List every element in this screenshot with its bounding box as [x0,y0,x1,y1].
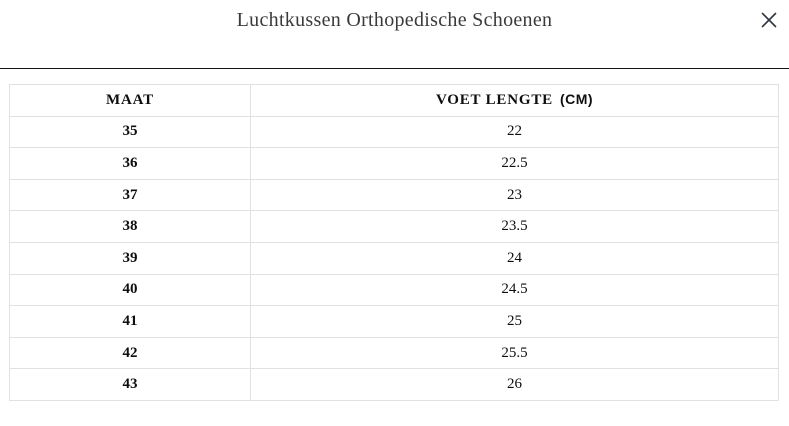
table-row: 41 25 [9,305,779,338]
size-cell: 42 [9,336,251,370]
page-title: Luchtkussen Orthopedische Schoenen [236,9,553,31]
table-row: 38 23.5 [9,210,779,243]
column-header-maat: MAAT [9,84,251,117]
close-icon [761,12,777,28]
size-cell: 41 [9,305,251,338]
table-row: 40 24.5 [9,273,779,307]
modal-header: Luchtkussen Orthopedische Schoenen [0,0,789,69]
size-cell: 36 [9,147,251,180]
close-button[interactable] [757,8,781,32]
length-cell: 23.5 [250,210,779,243]
size-cell: 35 [9,115,251,149]
length-cell: 22.5 [250,147,779,180]
length-cell: 25.5 [250,336,779,370]
length-cell: 26 [250,368,779,401]
length-cell: 22 [250,115,779,149]
maat-header-label: MAAT [106,91,154,108]
voet-lengte-header-label: VOET LENGTE [435,92,553,109]
size-cell: 43 [9,368,251,401]
length-cell: 24 [250,241,779,275]
column-header-voet-lengte: VOET LENGTE (CM) [250,84,779,117]
table-row: 37 23 [9,178,779,212]
table-row: 42 25.5 [9,336,779,370]
table-header-row: MAAT VOET LENGTE (CM) [9,84,779,117]
length-cell: 25 [250,305,779,338]
size-chart-table: MAAT VOET LENGTE (CM) 35 22 36 22.5 37 23… [9,84,779,401]
table-row: 43 26 [9,368,779,401]
size-cell: 40 [9,273,251,307]
length-cell: 23 [250,178,779,212]
size-cell: 38 [9,210,251,243]
length-cell: 24.5 [250,273,779,307]
size-cell: 39 [9,241,251,275]
table-row: 36 22.5 [9,147,779,180]
size-cell: 37 [9,178,251,212]
table-row: 35 22 [9,115,779,149]
table-row: 39 24 [9,241,779,275]
cm-unit-label: (CM) [559,91,594,108]
